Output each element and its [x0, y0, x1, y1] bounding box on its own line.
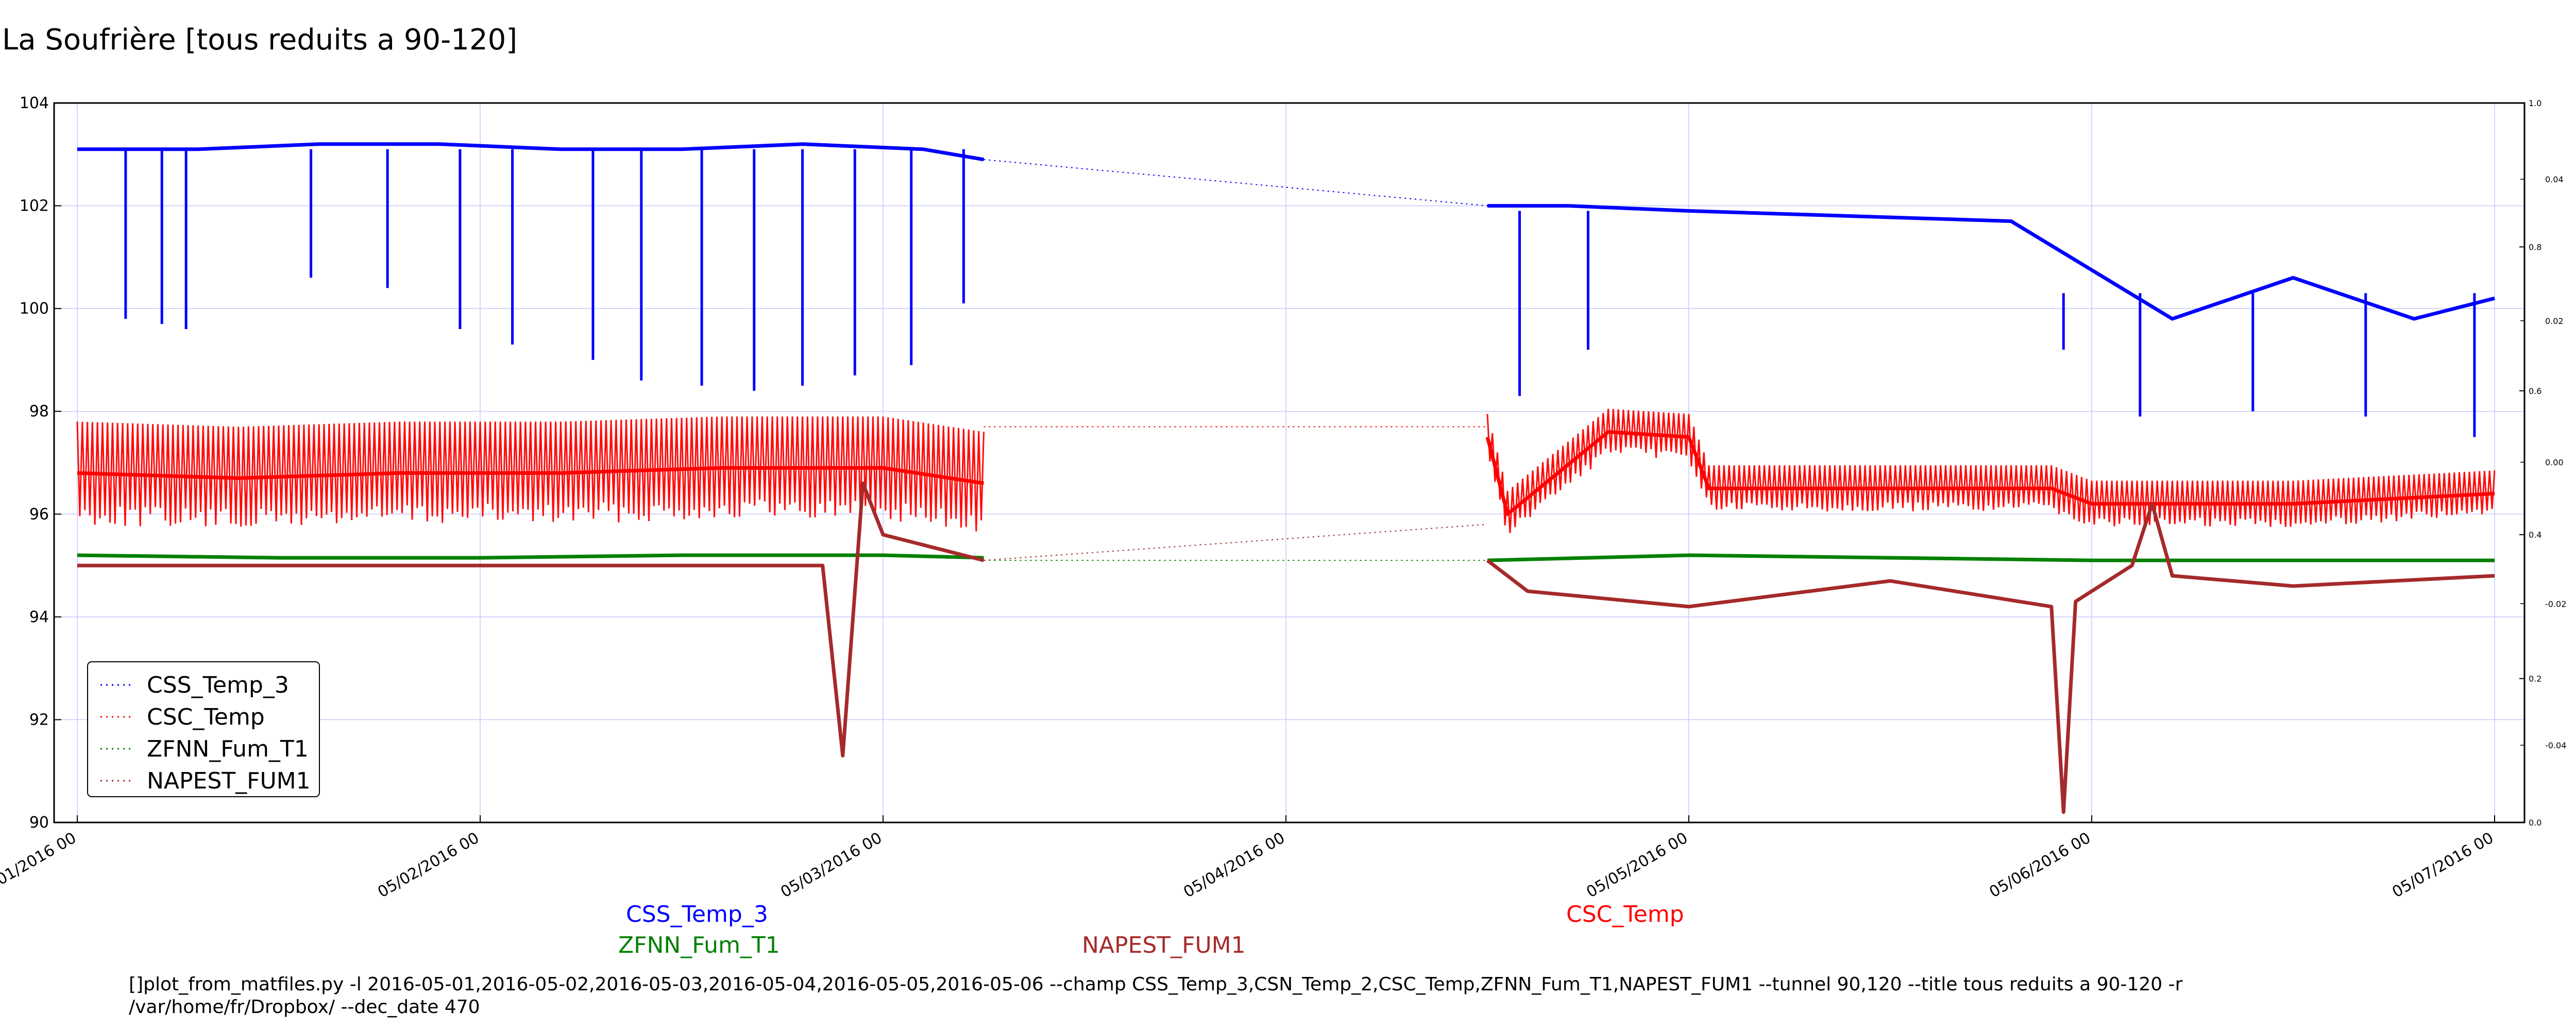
bottom-label-css-temp-3: CSS_Temp_3 — [626, 901, 768, 928]
y-tick-label: 90 — [29, 814, 49, 832]
series-line — [1486, 502, 2495, 814]
command-footer: []plot_from_matfiles.py -l 2016-05-01,20… — [129, 974, 2183, 1018]
legend-box — [87, 661, 320, 797]
plot-frame — [53, 102, 2526, 823]
series-line — [77, 142, 985, 162]
series-NAPEST_FUM1 — [77, 481, 2495, 814]
series-layer — [76, 142, 2496, 814]
x-tick-label: 05/03/2016 00 — [777, 829, 885, 902]
right-inner-tick-label: -0.04 — [2545, 741, 2566, 750]
series-gap-bridge — [984, 524, 1488, 561]
x-tick-label: 05/02/2016 00 — [375, 829, 482, 902]
y-tick-label: 102 — [20, 197, 49, 215]
chart-title: La Soufrière [tous reduits a 90-120] — [2, 23, 517, 57]
series-texture — [1486, 408, 2496, 534]
bottom-label-napest-fum1: NAPEST_FUM1 — [1082, 932, 1246, 958]
x-axis: 05/01/2016 00 05/02/2016 00 05/03/2016 00 0… — [0, 815, 2497, 901]
y-tick-label: 92 — [29, 711, 49, 729]
grid — [54, 102, 2524, 823]
series-ZFNN_Fum_T1 — [77, 553, 2495, 562]
y-axis-right: 0.0 0.2 0.4 0.6 0.8 1.0 -0.04 -0.02 0.00 0.02 0.04 — [2519, 98, 2566, 828]
legend-label: CSS_Temp_3 — [147, 672, 289, 698]
y-tick-label: 100 — [20, 300, 49, 318]
series-line — [77, 553, 984, 560]
y-tick-label: 98 — [29, 403, 49, 421]
series-line — [77, 481, 985, 758]
series-line — [1487, 553, 2495, 562]
series-line — [77, 466, 985, 485]
right-inner-tick-label: -0.02 — [2545, 599, 2566, 609]
right-tick-label: 1.0 — [2529, 98, 2541, 108]
right-tick-label: 0.2 — [2529, 674, 2541, 684]
legend-label: ZFNN_Fum_T1 — [147, 736, 309, 762]
right-inner-tick-label: 0.04 — [2545, 175, 2564, 184]
y-tick-label: 96 — [29, 505, 49, 523]
bottom-series-labels: CSS_Temp_3 ZFNN_Fum_T1 NAPEST_FUM1 CSC_T… — [618, 901, 1684, 958]
x-tick-label: 05/06/2016 00 — [1986, 829, 2094, 902]
legend: CSS_Temp_3 CSC_Temp ZFNN_Fum_T1 NAPEST_FUM1 — [87, 661, 320, 797]
bottom-label-csc-temp: CSC_Temp — [1566, 901, 1684, 928]
right-tick-label: 0.8 — [2529, 242, 2541, 252]
x-tick-label: 05/05/2016 00 — [1583, 829, 1691, 902]
y-axis-left: 90 92 94 96 98 100 102 104 — [20, 94, 61, 832]
series-line — [1487, 204, 2495, 321]
right-tick-label: 0.4 — [2529, 530, 2541, 540]
right-tick-label: 0.0 — [2529, 818, 2541, 828]
series-CSC_Temp — [76, 408, 2496, 534]
x-tick-label: 05/04/2016 00 — [1180, 829, 1288, 902]
y-tick-label: 104 — [20, 94, 49, 112]
series-texture — [76, 416, 985, 531]
legend-label: NAPEST_FUM1 — [147, 768, 311, 794]
right-tick-label: 0.6 — [2529, 386, 2541, 396]
right-inner-tick-label: 0.02 — [2545, 316, 2564, 326]
right-inner-tick-label: 0.00 — [2545, 458, 2564, 468]
series-CSS_Temp_3 — [77, 142, 2495, 437]
x-tick-label: 05/01/2016 00 — [0, 829, 79, 902]
series-line — [1485, 430, 2495, 516]
bottom-label-zfnn-fum-t1: ZFNN_Fum_T1 — [618, 932, 780, 958]
series-gap-bridge — [984, 159, 1488, 207]
legend-label: CSC_Temp — [147, 704, 265, 730]
y-tick-label: 94 — [29, 608, 49, 626]
x-tick-label: 05/07/2016 00 — [2389, 829, 2497, 902]
